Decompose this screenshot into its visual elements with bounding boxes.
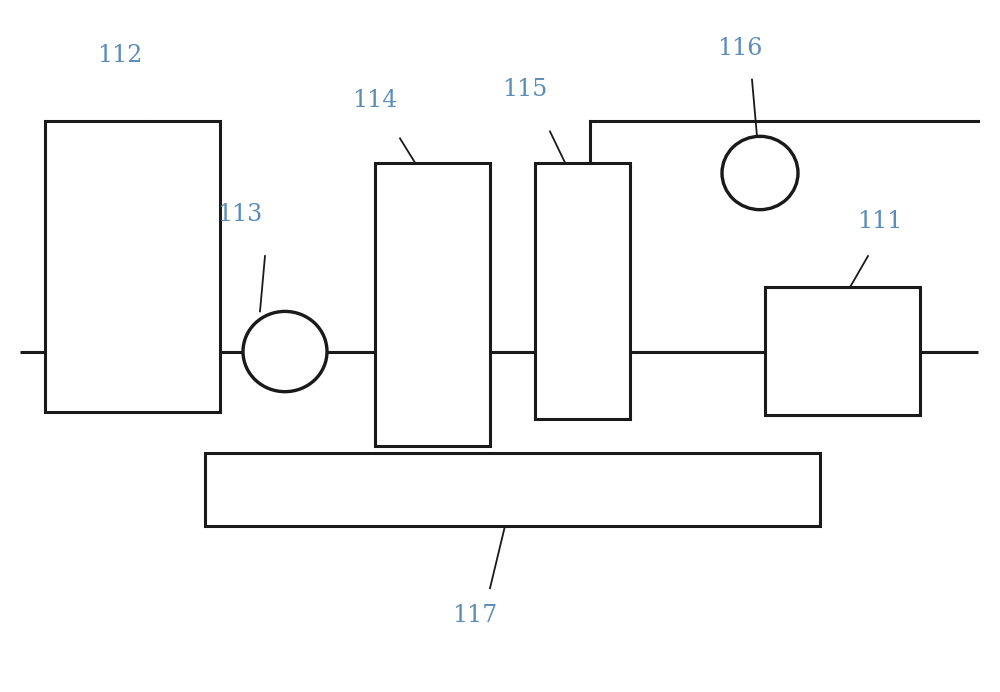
FancyBboxPatch shape <box>535 163 630 419</box>
Text: 113: 113 <box>217 203 263 226</box>
FancyBboxPatch shape <box>205 453 820 526</box>
Text: 116: 116 <box>717 37 763 60</box>
Ellipse shape <box>722 136 798 210</box>
Text: 111: 111 <box>857 210 903 233</box>
FancyBboxPatch shape <box>45 121 220 412</box>
Text: 117: 117 <box>452 604 498 628</box>
FancyBboxPatch shape <box>765 287 920 415</box>
FancyBboxPatch shape <box>375 163 490 446</box>
Text: 114: 114 <box>352 89 398 112</box>
Ellipse shape <box>243 311 327 392</box>
Text: 115: 115 <box>502 78 548 102</box>
Text: 112: 112 <box>97 44 143 67</box>
